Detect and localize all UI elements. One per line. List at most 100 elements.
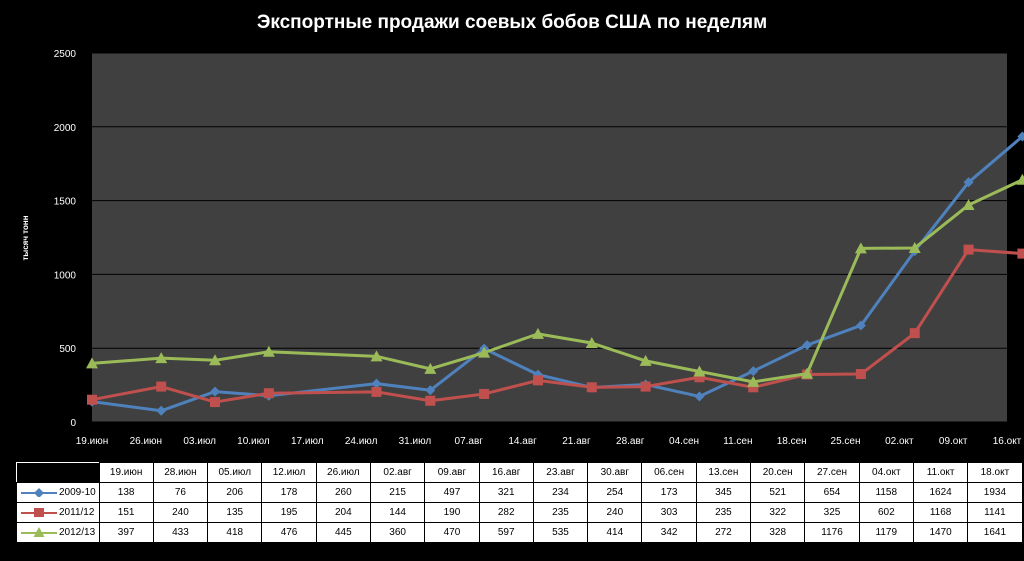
x-tick-label: 11.сен: [723, 436, 752, 447]
data-point: [210, 386, 221, 397]
data-point: [694, 372, 705, 383]
y-tick-label: 500: [59, 344, 76, 355]
table-cell: 144: [369, 502, 426, 523]
table-cell: 215: [369, 482, 426, 503]
table-cell: 240: [152, 502, 209, 523]
y-tick-label: 0: [70, 418, 76, 429]
plot-area: [92, 53, 1007, 422]
data-point: [640, 381, 651, 392]
x-tick-label: 18.сен: [777, 436, 807, 447]
data-point: [424, 362, 437, 374]
table-cell: 272: [695, 522, 752, 543]
table-corner: [16, 462, 100, 483]
data-point: [371, 386, 382, 397]
table-cell: 76: [152, 482, 209, 503]
x-tick-label: 03.июл: [183, 436, 216, 447]
legend-key: [21, 508, 57, 518]
table-header-cell: 20.сен: [750, 462, 806, 483]
table-cell: 328: [750, 522, 806, 543]
x-tick-label: 25.сен: [831, 436, 861, 447]
x-tick-label: 28.авг: [616, 436, 645, 447]
legend-marker: [34, 488, 44, 498]
x-axis-ticks: 19.июн 26.июн 03.июл 10.июл 17.июл 24.июл 31.и…: [76, 436, 1022, 447]
data-table: 19.июн 28.июн 05.июл 12.июл 26.июл 02.авг 09.а…: [16, 462, 1023, 543]
table-cell: 178: [261, 482, 317, 503]
table-cell: 597: [478, 522, 534, 543]
table-header-cell: 19.июн: [98, 462, 154, 483]
data-point: [909, 328, 920, 339]
series-lines: [86, 131, 1024, 416]
table-row: 2009-10 138 76 206 178 260 215 497 321 234 254 173 3…: [16, 482, 1023, 503]
data-point: [263, 388, 274, 399]
table-cell: 342: [641, 522, 697, 543]
series-2011/12: [87, 244, 1024, 408]
table-cell: 235: [532, 502, 589, 523]
data-point: [801, 367, 814, 379]
data-point: [156, 405, 167, 416]
legend-key: [21, 488, 57, 498]
data-point: [694, 391, 705, 402]
table-cell: 397: [98, 522, 154, 543]
data-point: [1016, 173, 1024, 185]
data-point: [854, 242, 867, 254]
table-cell: 303: [641, 502, 697, 523]
table-cell: 1176: [804, 522, 860, 543]
table-header-cell: 18.окт: [967, 462, 1023, 483]
table-cell: 1141: [967, 502, 1023, 523]
data-point: [963, 177, 974, 188]
data-point: [478, 346, 491, 358]
table-cell: 445: [315, 522, 371, 543]
table-cell: 235: [695, 502, 752, 523]
legend-name: 2011/12: [59, 506, 95, 518]
x-tick-label: 07.авг: [455, 436, 484, 447]
table-header-cell: 26.июл: [315, 462, 371, 483]
table-cell: 654: [804, 482, 860, 503]
table-cell: 240: [587, 502, 643, 523]
data-point: [479, 388, 490, 399]
data-point: [748, 382, 759, 393]
table-header-cell: 04.окт: [858, 462, 914, 483]
legend-cell: 2012/13: [16, 522, 100, 543]
data-point: [855, 320, 866, 331]
plot-background: [92, 53, 1007, 422]
gridlines: [92, 52, 1007, 423]
x-tick-label: 19.июн: [76, 436, 109, 447]
table-cell: 433: [152, 522, 209, 543]
data-point: [210, 397, 221, 408]
table-header-cell: 13.сен: [695, 462, 752, 483]
data-point: [1017, 248, 1024, 259]
legend-name: 2009-10: [59, 486, 96, 498]
data-point: [532, 375, 543, 386]
table-cell: 173: [641, 482, 697, 503]
y-tick-label: 1500: [54, 197, 77, 208]
table-row: 2012/13 397 433 418 476 445 360 470 597 535 414 342…: [16, 522, 1023, 543]
x-tick-label: 21.авг: [562, 436, 591, 447]
data-point: [156, 381, 167, 392]
data-point: [1017, 131, 1024, 142]
data-point: [87, 394, 97, 405]
data-point: [963, 244, 974, 255]
x-tick-label: 31.июл: [399, 436, 432, 447]
table-header-cell: 05.июл: [207, 462, 263, 483]
table-cell: 602: [858, 502, 914, 523]
y-tick-label: 2500: [54, 49, 77, 60]
table-cell: 138: [98, 482, 154, 503]
table-header-row: 19.июн 28.июн 05.июл 12.июл 26.июл 02.авг 09.а…: [16, 462, 1023, 483]
data-point: [693, 365, 706, 377]
table-cell: 260: [315, 482, 371, 503]
x-tick-label: 26.июн: [130, 436, 163, 447]
table-cell: 360: [369, 522, 426, 543]
table-header-cell: 27.сен: [804, 462, 860, 483]
data-point: [908, 241, 921, 253]
table-cell: 1179: [858, 522, 914, 543]
table-cell: 254: [587, 482, 643, 503]
data-point: [370, 350, 383, 362]
x-tick-label: 09.окт: [939, 436, 968, 447]
y-axis-label: тысяч тонн: [21, 215, 30, 260]
data-point: [155, 352, 168, 364]
data-point: [855, 369, 866, 380]
table-cell: 1158: [858, 482, 914, 503]
table-cell: 234: [532, 482, 589, 503]
legend-name: 2012/13: [59, 526, 96, 538]
